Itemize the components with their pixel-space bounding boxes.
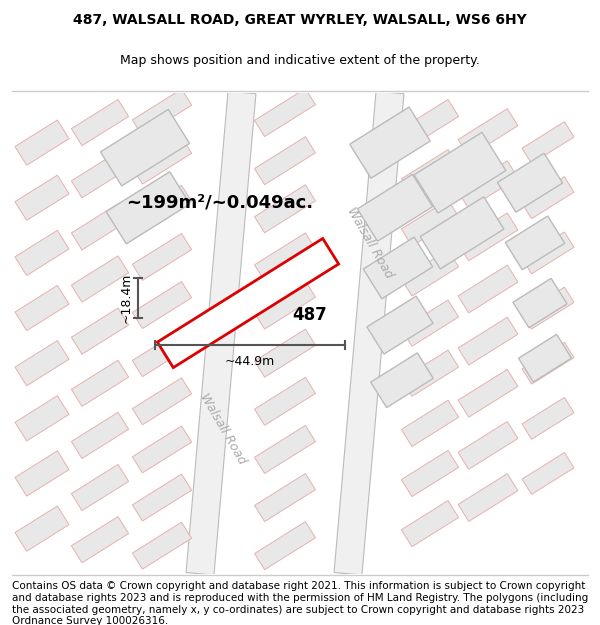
Text: ~44.9m: ~44.9m xyxy=(225,355,275,368)
Polygon shape xyxy=(157,239,338,368)
Polygon shape xyxy=(522,177,574,219)
Polygon shape xyxy=(71,308,128,354)
Polygon shape xyxy=(15,230,69,276)
Polygon shape xyxy=(15,175,69,221)
Polygon shape xyxy=(458,369,518,418)
Polygon shape xyxy=(458,109,518,156)
Polygon shape xyxy=(254,378,316,426)
Polygon shape xyxy=(522,342,574,384)
Polygon shape xyxy=(254,137,316,185)
Polygon shape xyxy=(133,282,191,329)
Polygon shape xyxy=(100,109,190,186)
Polygon shape xyxy=(371,353,433,408)
Polygon shape xyxy=(133,426,191,473)
Polygon shape xyxy=(71,152,128,198)
Text: Walsall Road: Walsall Road xyxy=(197,391,248,466)
Polygon shape xyxy=(254,522,316,570)
Polygon shape xyxy=(497,153,563,213)
Polygon shape xyxy=(254,233,316,281)
Polygon shape xyxy=(133,89,191,136)
Polygon shape xyxy=(133,330,191,377)
Polygon shape xyxy=(350,107,430,178)
Polygon shape xyxy=(522,122,574,164)
Polygon shape xyxy=(254,281,316,329)
Polygon shape xyxy=(15,396,69,441)
Polygon shape xyxy=(401,149,458,196)
Polygon shape xyxy=(401,200,458,246)
Polygon shape xyxy=(401,300,458,346)
Polygon shape xyxy=(71,412,128,459)
Polygon shape xyxy=(15,120,69,165)
Polygon shape xyxy=(15,286,69,331)
Polygon shape xyxy=(401,501,458,547)
Polygon shape xyxy=(254,185,316,233)
Polygon shape xyxy=(71,516,128,562)
Polygon shape xyxy=(420,197,504,269)
Polygon shape xyxy=(71,99,128,146)
Polygon shape xyxy=(458,265,518,313)
Text: Map shows position and indicative extent of the property.: Map shows position and indicative extent… xyxy=(120,54,480,67)
Polygon shape xyxy=(458,161,518,209)
Text: ~199m²/~0.049ac.: ~199m²/~0.049ac. xyxy=(127,194,314,212)
Polygon shape xyxy=(133,186,191,232)
Text: Walsall Road: Walsall Road xyxy=(344,205,395,281)
Text: ~18.4m: ~18.4m xyxy=(120,273,133,323)
Polygon shape xyxy=(401,400,458,446)
Polygon shape xyxy=(71,464,128,511)
Polygon shape xyxy=(458,318,518,365)
Polygon shape xyxy=(133,138,191,184)
Polygon shape xyxy=(505,216,565,270)
Polygon shape xyxy=(522,398,574,439)
Polygon shape xyxy=(133,522,191,569)
Polygon shape xyxy=(401,250,458,296)
Polygon shape xyxy=(401,99,458,146)
Polygon shape xyxy=(254,89,316,137)
Polygon shape xyxy=(522,232,574,274)
Polygon shape xyxy=(254,329,316,378)
Polygon shape xyxy=(15,506,69,551)
Text: 487: 487 xyxy=(293,306,328,324)
Polygon shape xyxy=(186,91,256,575)
Polygon shape xyxy=(458,421,518,469)
Polygon shape xyxy=(15,341,69,386)
Polygon shape xyxy=(71,256,128,302)
Polygon shape xyxy=(518,334,571,382)
Polygon shape xyxy=(458,474,518,521)
Polygon shape xyxy=(133,234,191,281)
Polygon shape xyxy=(254,426,316,474)
Polygon shape xyxy=(133,378,191,425)
Polygon shape xyxy=(15,451,69,496)
Polygon shape xyxy=(363,237,433,299)
Polygon shape xyxy=(401,350,458,396)
Polygon shape xyxy=(367,296,433,354)
Polygon shape xyxy=(522,287,574,329)
Polygon shape xyxy=(458,213,518,261)
Polygon shape xyxy=(71,360,128,406)
Polygon shape xyxy=(401,451,458,497)
Text: Contains OS data © Crown copyright and database right 2021. This information is : Contains OS data © Crown copyright and d… xyxy=(12,581,588,625)
Polygon shape xyxy=(254,474,316,522)
Polygon shape xyxy=(414,132,506,213)
Polygon shape xyxy=(513,278,567,328)
Polygon shape xyxy=(358,174,433,241)
Polygon shape xyxy=(334,91,404,575)
Polygon shape xyxy=(71,204,128,250)
Polygon shape xyxy=(106,172,190,244)
Text: 487, WALSALL ROAD, GREAT WYRLEY, WALSALL, WS6 6HY: 487, WALSALL ROAD, GREAT WYRLEY, WALSALL… xyxy=(73,13,527,28)
Polygon shape xyxy=(522,452,574,494)
Polygon shape xyxy=(133,474,191,521)
